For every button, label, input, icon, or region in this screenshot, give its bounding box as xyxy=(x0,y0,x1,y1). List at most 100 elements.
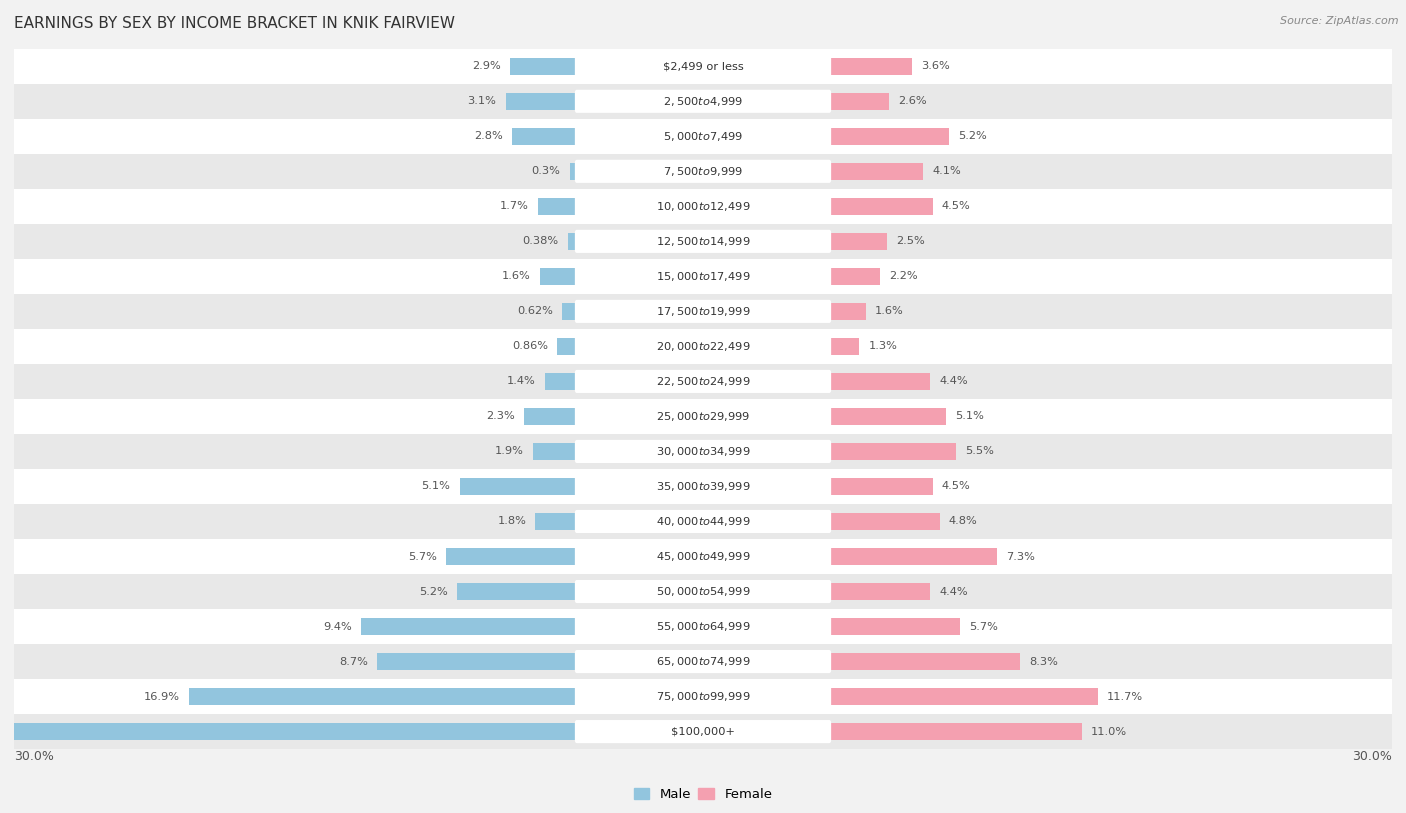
Bar xyxy=(510,58,576,75)
Text: 2.3%: 2.3% xyxy=(486,411,515,421)
FancyBboxPatch shape xyxy=(14,504,1392,539)
Bar xyxy=(830,583,931,600)
Text: 5.1%: 5.1% xyxy=(956,411,984,421)
Bar xyxy=(460,478,576,495)
Bar xyxy=(457,583,576,600)
Bar xyxy=(524,407,576,425)
Bar xyxy=(537,198,576,215)
FancyBboxPatch shape xyxy=(575,580,831,603)
Text: 5.2%: 5.2% xyxy=(419,586,449,597)
Text: 0.86%: 0.86% xyxy=(512,341,548,351)
Bar xyxy=(830,233,887,250)
FancyBboxPatch shape xyxy=(575,265,831,288)
Text: EARNINGS BY SEX BY INCOME BRACKET IN KNIK FAIRVIEW: EARNINGS BY SEX BY INCOME BRACKET IN KNI… xyxy=(14,16,456,31)
Text: 1.6%: 1.6% xyxy=(502,272,531,281)
Text: 2.2%: 2.2% xyxy=(889,272,918,281)
Text: 30.0%: 30.0% xyxy=(1353,750,1392,763)
Bar xyxy=(830,302,866,320)
Bar xyxy=(188,688,576,706)
Bar xyxy=(830,478,932,495)
Bar xyxy=(557,337,576,355)
FancyBboxPatch shape xyxy=(14,679,1392,714)
Text: $17,500 to $19,999: $17,500 to $19,999 xyxy=(655,305,751,318)
Text: 1.3%: 1.3% xyxy=(869,341,897,351)
FancyBboxPatch shape xyxy=(14,539,1392,574)
Text: $2,500 to $4,999: $2,500 to $4,999 xyxy=(664,95,742,108)
Bar xyxy=(562,302,576,320)
Bar xyxy=(540,267,576,285)
FancyBboxPatch shape xyxy=(575,685,831,708)
FancyBboxPatch shape xyxy=(14,119,1392,154)
Bar xyxy=(544,372,576,390)
Bar xyxy=(569,163,576,180)
Text: 1.7%: 1.7% xyxy=(499,202,529,211)
Text: $10,000 to $12,499: $10,000 to $12,499 xyxy=(655,200,751,213)
FancyBboxPatch shape xyxy=(14,84,1392,119)
Text: Source: ZipAtlas.com: Source: ZipAtlas.com xyxy=(1281,16,1399,26)
Bar xyxy=(830,93,889,110)
Text: $30,000 to $34,999: $30,000 to $34,999 xyxy=(655,445,751,458)
Bar xyxy=(830,128,949,145)
Text: $15,000 to $17,499: $15,000 to $17,499 xyxy=(655,270,751,283)
FancyBboxPatch shape xyxy=(575,545,831,568)
Text: 4.5%: 4.5% xyxy=(942,481,970,492)
Bar xyxy=(506,93,576,110)
Text: 8.3%: 8.3% xyxy=(1029,657,1057,667)
Text: $7,500 to $9,999: $7,500 to $9,999 xyxy=(664,165,742,178)
Text: 2.8%: 2.8% xyxy=(474,132,503,141)
FancyBboxPatch shape xyxy=(575,54,831,78)
Text: 2.6%: 2.6% xyxy=(898,96,927,107)
Bar xyxy=(830,443,956,460)
FancyBboxPatch shape xyxy=(575,440,831,463)
Text: 4.8%: 4.8% xyxy=(949,516,977,527)
Bar xyxy=(536,513,576,530)
FancyBboxPatch shape xyxy=(575,335,831,358)
FancyBboxPatch shape xyxy=(14,609,1392,644)
FancyBboxPatch shape xyxy=(575,475,831,498)
Text: 4.4%: 4.4% xyxy=(939,586,969,597)
Bar xyxy=(830,653,1019,670)
FancyBboxPatch shape xyxy=(575,300,831,323)
Text: 30.0%: 30.0% xyxy=(14,750,53,763)
Text: 11.7%: 11.7% xyxy=(1107,692,1143,702)
Text: 5.2%: 5.2% xyxy=(957,132,987,141)
FancyBboxPatch shape xyxy=(14,364,1392,399)
FancyBboxPatch shape xyxy=(14,574,1392,609)
Bar xyxy=(830,267,880,285)
FancyBboxPatch shape xyxy=(14,259,1392,293)
FancyBboxPatch shape xyxy=(14,469,1392,504)
Text: $75,000 to $99,999: $75,000 to $99,999 xyxy=(655,690,751,703)
Text: 5.7%: 5.7% xyxy=(969,621,998,632)
Text: 9.4%: 9.4% xyxy=(323,621,352,632)
FancyBboxPatch shape xyxy=(575,370,831,393)
Bar xyxy=(830,513,939,530)
Text: 4.1%: 4.1% xyxy=(932,167,962,176)
Text: 8.7%: 8.7% xyxy=(339,657,368,667)
Bar xyxy=(568,233,576,250)
Bar xyxy=(830,548,997,565)
Bar xyxy=(830,337,859,355)
Bar xyxy=(512,128,576,145)
FancyBboxPatch shape xyxy=(14,329,1392,364)
Text: 0.38%: 0.38% xyxy=(523,237,558,246)
Bar xyxy=(830,688,1098,706)
Text: 5.1%: 5.1% xyxy=(422,481,450,492)
FancyBboxPatch shape xyxy=(575,124,831,148)
FancyBboxPatch shape xyxy=(575,650,831,673)
Text: 1.9%: 1.9% xyxy=(495,446,524,456)
Bar xyxy=(446,548,576,565)
Bar xyxy=(0,723,576,741)
Bar xyxy=(830,198,932,215)
Text: $65,000 to $74,999: $65,000 to $74,999 xyxy=(655,655,751,668)
Bar xyxy=(830,618,960,635)
Text: 4.4%: 4.4% xyxy=(939,376,969,386)
FancyBboxPatch shape xyxy=(575,160,831,183)
Bar xyxy=(830,723,1083,741)
Text: 5.5%: 5.5% xyxy=(965,446,994,456)
Bar xyxy=(830,407,946,425)
Text: 1.6%: 1.6% xyxy=(875,307,904,316)
Text: 5.7%: 5.7% xyxy=(408,551,437,562)
FancyBboxPatch shape xyxy=(14,714,1392,749)
Text: $2,499 or less: $2,499 or less xyxy=(662,61,744,72)
Text: $35,000 to $39,999: $35,000 to $39,999 xyxy=(655,480,751,493)
